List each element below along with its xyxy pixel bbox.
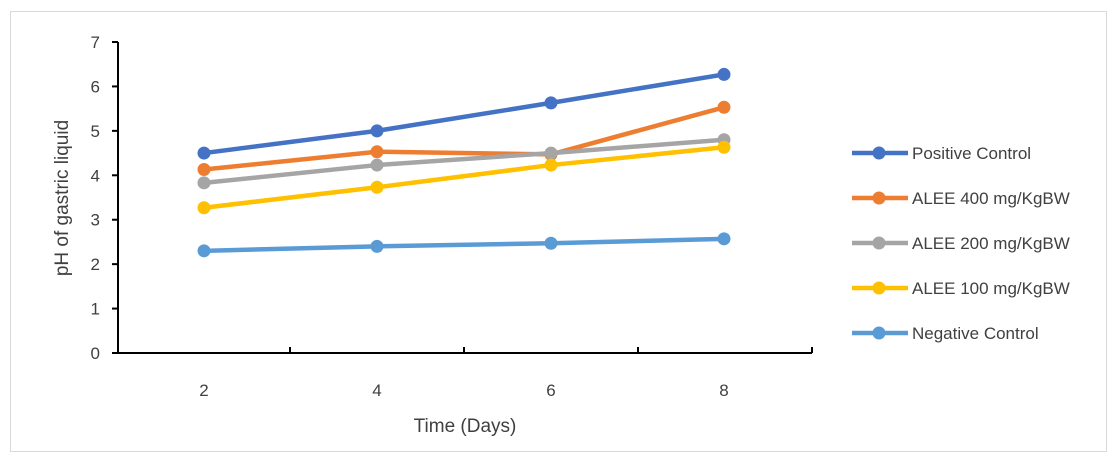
series-4 — [197, 232, 731, 258]
x-axis-title: Time (Days) — [414, 416, 517, 437]
y-tick-label: 3 — [91, 211, 100, 230]
data-point — [197, 176, 211, 190]
y-tick-label: 4 — [91, 166, 100, 185]
series-1 — [197, 100, 731, 177]
series — [197, 67, 731, 258]
y-tick-label: 1 — [91, 300, 100, 319]
data-point — [544, 158, 558, 172]
legend: Positive Control ALEE 400 mg/KgBW ALEE 200… — [852, 144, 1070, 343]
legend-item: Positive Control — [852, 144, 1031, 163]
legend-swatch-marker — [872, 236, 886, 250]
legend-item: ALEE 100 mg/KgBW — [852, 279, 1070, 298]
x-tick-label: 8 — [719, 381, 728, 400]
data-point — [197, 146, 211, 160]
y-ticks: 0 1 2 3 4 5 6 7 — [91, 33, 118, 363]
data-point — [544, 146, 558, 160]
series-line — [201, 145, 727, 210]
y-axis-title: pH of gastric liquid — [52, 120, 73, 276]
y-tick-label: 6 — [91, 77, 100, 96]
x-tick-label: 2 — [199, 381, 208, 400]
data-point — [370, 158, 384, 172]
data-point — [544, 236, 558, 250]
data-point — [717, 100, 731, 114]
x-tick-label: 4 — [372, 381, 381, 400]
legend-swatch-marker — [872, 326, 886, 340]
legend-label: ALEE 200 mg/KgBW — [912, 234, 1070, 253]
series-line — [201, 105, 727, 172]
axes — [117, 42, 812, 354]
data-point — [370, 180, 384, 194]
data-point — [544, 96, 558, 110]
series-line — [201, 137, 727, 186]
data-point — [717, 67, 731, 81]
legend-item: Negative Control — [852, 324, 1039, 343]
y-tick-label: 5 — [91, 122, 100, 141]
legend-swatch-marker — [872, 281, 886, 295]
y-tick-label: 2 — [91, 255, 100, 274]
data-point — [197, 244, 211, 258]
data-point — [717, 140, 731, 154]
data-point — [370, 124, 384, 138]
data-point — [717, 232, 731, 246]
legend-label: ALEE 100 mg/KgBW — [912, 279, 1070, 298]
legend-item: ALEE 200 mg/KgBW — [852, 234, 1070, 253]
series-line — [201, 236, 727, 254]
data-point — [370, 145, 384, 159]
x-ticks: 2 4 6 8 — [117, 347, 813, 400]
data-point — [197, 163, 211, 177]
y-tick-label: 7 — [91, 33, 100, 52]
series-3 — [197, 140, 731, 215]
legend-swatch-marker — [872, 191, 886, 205]
legend-swatch-marker — [872, 146, 886, 160]
x-tick-label: 6 — [546, 381, 555, 400]
series-0 — [197, 67, 731, 160]
series-line — [201, 72, 727, 156]
legend-label: ALEE 400 mg/KgBW — [912, 189, 1070, 208]
legend-label: Negative Control — [912, 324, 1039, 343]
legend-item: ALEE 400 mg/KgBW — [852, 189, 1070, 208]
data-point — [370, 239, 384, 253]
chart-frame — [10, 11, 1107, 452]
y-tick-label: 0 — [91, 344, 100, 363]
legend-label: Positive Control — [912, 144, 1031, 163]
data-point — [197, 201, 211, 215]
